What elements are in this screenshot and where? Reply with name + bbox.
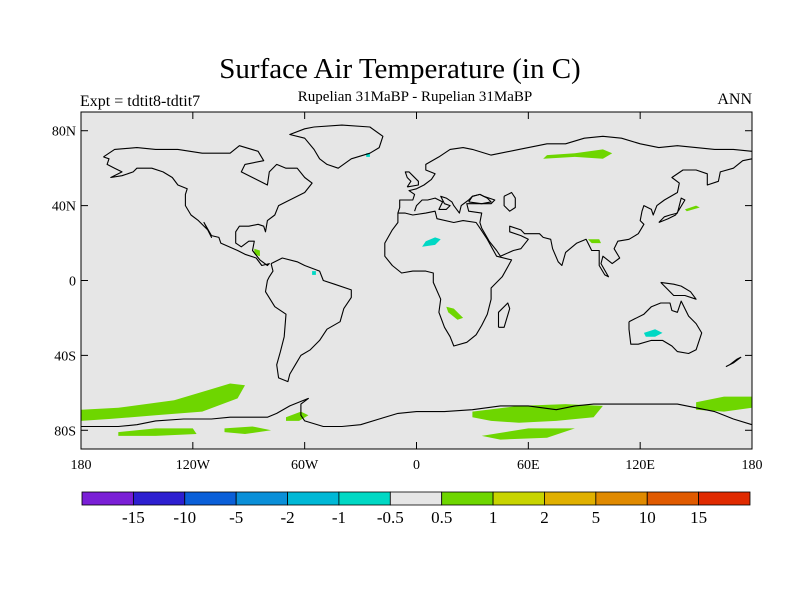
colorbar-swatch — [81, 491, 134, 506]
north-pacific-warm-streak — [684, 205, 700, 212]
coastline-black-sea — [468, 193, 492, 205]
coastline-south-america — [264, 257, 352, 383]
season-label: ANN — [717, 91, 752, 108]
colorbar-swatch — [441, 491, 494, 506]
lon-tick-label: 120E — [625, 458, 655, 473]
australian-sector-warm-patch — [696, 396, 752, 412]
colorbar-label: 0.5 — [431, 508, 452, 527]
sahara-cool-patch — [422, 237, 441, 247]
colorbar-label: 2 — [540, 508, 549, 527]
lon-tick-label: 60E — [517, 458, 540, 473]
lon-tick-label: 120W — [176, 458, 211, 473]
east-antarctic-warm-patch — [481, 428, 575, 440]
colorbar-label: 10 — [639, 508, 656, 527]
coastline-north-america — [103, 145, 313, 267]
coastline-greenland — [289, 124, 384, 169]
lon-tick-label: 180 — [742, 458, 763, 473]
colorbar-label: -10 — [173, 508, 196, 527]
southern-pacific-warm-band — [81, 383, 245, 421]
eastern-atlantic-warm-patch — [446, 306, 464, 320]
lon-tick-label: 180 — [71, 458, 92, 473]
colorbar-label: -5 — [229, 508, 243, 527]
colorbar-swatch — [132, 491, 186, 506]
coastline-new-guinea — [660, 281, 697, 300]
lon-tick-label: 0 — [413, 458, 420, 473]
coastline-layer — [81, 124, 753, 428]
colorbar-swatch — [389, 491, 443, 506]
colorbar-label: 15 — [690, 508, 707, 527]
chart-subtitle: Rupelian 31MaBP - Rupelian 31MaBP — [297, 89, 533, 105]
colorbar-swatch — [287, 491, 340, 506]
colorbar: -15 -10 -5 -2 -1 -0.5 0.5 1 2 5 10 15 — [81, 491, 751, 527]
coastline-eurasia-east — [414, 158, 753, 278]
coastline-eurasia-africa — [384, 135, 753, 347]
colorbar-swatch — [698, 491, 751, 506]
experiment-label: Expt = tdtit8-tdtit7 — [80, 93, 201, 110]
lon-tick-label: 60W — [291, 458, 319, 473]
tibet-warm-patch — [588, 239, 601, 244]
map-background — [81, 112, 752, 449]
colorbar-swatch — [235, 491, 288, 506]
australia-cool-patch — [643, 329, 663, 337]
axis-layer: 80N 40N 0 40S 80S 180 120W 60W 0 60E 120E 180 — [52, 112, 763, 473]
colorbar-label: -0.5 — [377, 508, 404, 527]
colorbar-swatch — [184, 491, 237, 506]
indian-ocean-sector-warm-band — [472, 404, 603, 423]
coastline-africa-madagascar — [497, 302, 511, 328]
siberian-warm-patch — [543, 149, 613, 159]
colorbar-label: 5 — [592, 508, 601, 527]
colorbar-swatch — [646, 491, 700, 506]
ross-sea-warm-patch — [118, 428, 197, 436]
chart-title: Surface Air Temperature (in C) — [219, 53, 581, 85]
colorbar-swatch — [492, 491, 545, 506]
amazon-cool-dot — [312, 271, 316, 275]
coastline-caspian-sea — [503, 191, 516, 212]
coastline-australia — [628, 300, 703, 355]
coastline-antarctica — [81, 397, 753, 428]
colorbar-label: -1 — [332, 508, 346, 527]
coastline-british-isles — [404, 171, 419, 188]
coastline-japan — [658, 197, 686, 224]
lat-tick-label: 40S — [54, 349, 76, 364]
colorbar-label: 1 — [489, 508, 498, 527]
colorbar-label: -15 — [122, 508, 145, 527]
colorbar-swatch — [595, 491, 648, 506]
coastline-new-zealand — [725, 356, 742, 368]
amundsen-sea-warm-patch — [224, 426, 272, 434]
lat-tick-label: 80N — [52, 125, 76, 140]
lat-tick-label: 80S — [54, 424, 76, 439]
lat-tick-label: 0 — [69, 275, 76, 290]
colorbar-label: -2 — [280, 508, 294, 527]
lat-tick-label: 40N — [52, 200, 76, 215]
colorbar-swatch — [338, 491, 391, 506]
colorbar-swatch — [544, 491, 597, 506]
